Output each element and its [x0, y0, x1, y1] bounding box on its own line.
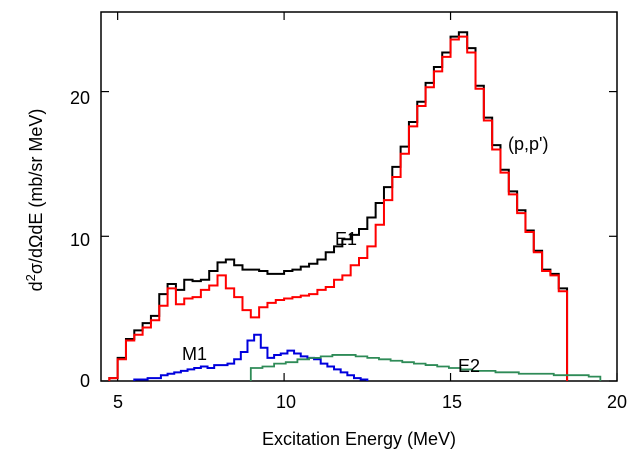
annotation-e2: E2 [458, 356, 480, 376]
series-pp [108, 31, 569, 381]
series-m1 [133, 333, 369, 381]
x-tick-label-10: 10 [276, 392, 296, 412]
y-axis-label: d2σ/dΩdE (mb/sr MeV) [23, 109, 46, 292]
series-e1 [108, 35, 569, 381]
plot-frame [100, 11, 618, 382]
series-e2 [249, 354, 602, 381]
annotation-e1: E1 [335, 229, 357, 249]
annotation-m1: M1 [182, 344, 207, 364]
x-tick-label-15: 15 [442, 392, 462, 412]
axis-ticks [101, 12, 618, 382]
x-tick-label-5: 5 [113, 392, 123, 412]
y-tick-label-10: 10 [70, 230, 90, 250]
y-tick-label-20: 20 [70, 88, 90, 108]
x-axis-label: Excitation Energy (MeV) [262, 429, 456, 449]
annotation-pp: (p,p') [508, 134, 548, 154]
series-layer [108, 31, 602, 381]
y-tick-label-0: 0 [80, 371, 90, 391]
x-tick-label-20: 20 [607, 392, 627, 412]
